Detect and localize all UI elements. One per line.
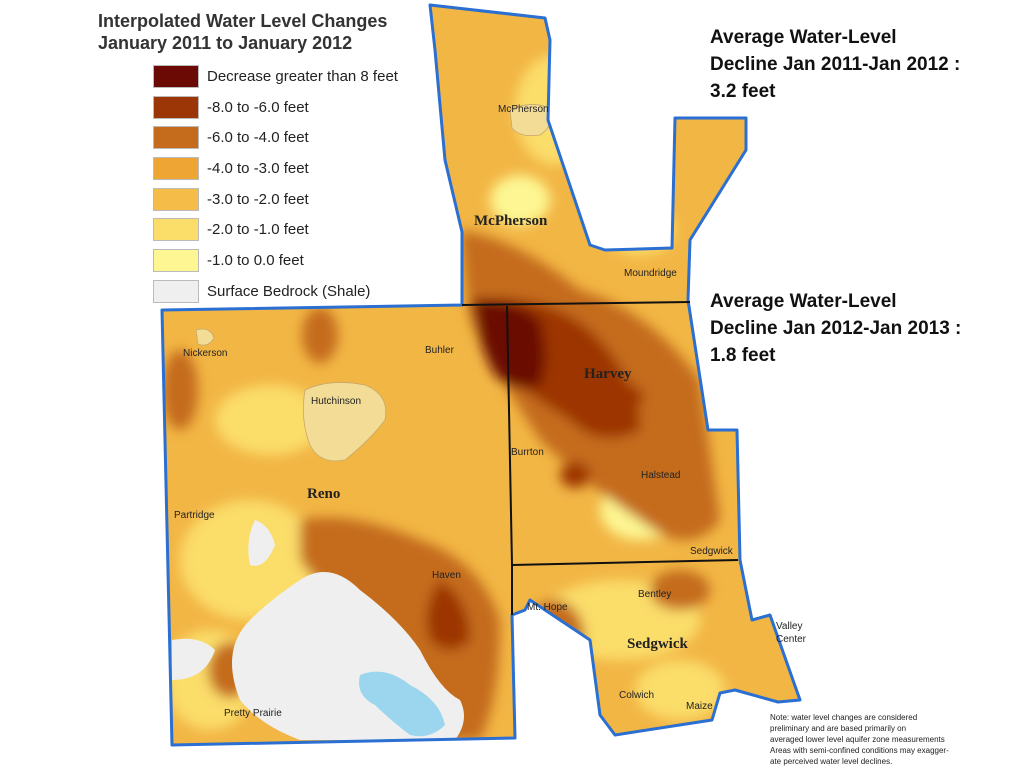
- zone-lightest: [490, 175, 550, 225]
- zone-darkest: [475, 299, 545, 389]
- town-label-nickerson: Nickerson: [183, 348, 227, 359]
- legend: Decrease greater than 8 feet -8.0 to -6.…: [153, 61, 398, 307]
- legend-swatch: [153, 218, 199, 242]
- town-label-partridge: Partridge: [174, 510, 215, 521]
- legend-item: -2.0 to -1.0 feet: [153, 214, 398, 245]
- zone-medium: [650, 570, 710, 610]
- town-label-bentley: Bentley: [638, 589, 671, 600]
- legend-swatch: [153, 95, 199, 119]
- county-label-mcpherson: McPherson: [474, 213, 548, 229]
- town-label-pretty-prairie: Pretty Prairie: [224, 708, 282, 719]
- town-label-haven: Haven: [432, 570, 461, 581]
- stat-line: Decline Jan 2012-Jan 2013 :: [710, 318, 962, 339]
- zone-dark: [623, 386, 643, 408]
- legend-item: -8.0 to -6.0 feet: [153, 92, 398, 123]
- county-label-harvey: Harvey: [584, 366, 632, 382]
- surface-bedrock: [248, 520, 275, 566]
- town-label-buhler: Buhler: [425, 345, 455, 356]
- town-label-sedgwick: Sedgwick: [690, 546, 734, 557]
- legend-label: -3.0 to -2.0 feet: [207, 190, 309, 208]
- note-line: averaged lower level aquifer zone measur…: [770, 735, 945, 744]
- map-title: Interpolated Water Level Changes January…: [98, 10, 387, 54]
- note-line: Areas with semi-confined conditions may …: [770, 746, 949, 755]
- legend-item: -4.0 to -3.0 feet: [153, 153, 398, 184]
- legend-swatch: [153, 126, 199, 150]
- hutchinson-urban-area: [302, 382, 387, 462]
- legend-item: -1.0 to 0.0 feet: [153, 245, 398, 276]
- legend-label: -4.0 to -3.0 feet: [207, 159, 309, 177]
- zone-light: [635, 660, 725, 720]
- stat-2011-2012: Average Water-Level Decline Jan 2011-Jan…: [710, 24, 960, 105]
- town-label-valley-center-line-2: Center: [776, 634, 807, 645]
- zone-dark: [426, 580, 470, 650]
- legend-item: -3.0 to -2.0 feet: [153, 184, 398, 215]
- stat-line: Average Water-Level: [710, 291, 897, 312]
- water-level-surface: [162, 5, 800, 745]
- zone-light: [215, 385, 325, 455]
- town-label-hutchinson: Hutchinson: [311, 396, 361, 407]
- surface-bedrock: [172, 638, 215, 680]
- stat-line: Decline Jan 2011-Jan 2012 :: [710, 54, 961, 75]
- legend-item: Surface Bedrock (Shale): [153, 276, 398, 307]
- note-line: ate perceived water level declines.: [770, 757, 893, 766]
- legend-swatch: [153, 187, 199, 211]
- legend-swatch: [153, 64, 199, 88]
- legend-item: Decrease greater than 8 feet: [153, 61, 398, 92]
- town-label-maize: Maize: [686, 701, 713, 712]
- nickerson-urban-area: [195, 328, 215, 346]
- legend-label: -8.0 to -6.0 feet: [207, 98, 309, 116]
- zone-dark: [560, 462, 590, 488]
- map-title-line-2: January 2011 to January 2012: [98, 33, 353, 53]
- county-label-reno: Reno: [307, 486, 340, 502]
- town-label-moundridge: Moundridge: [624, 268, 677, 279]
- county-line-reno-harvey: [506, 305, 513, 566]
- region-boundary: [160, 3, 802, 747]
- legend-label: Surface Bedrock (Shale): [207, 282, 371, 300]
- town-label-valley-center-line-1: Valley: [776, 621, 803, 632]
- stat-line: 1.8 feet: [710, 345, 776, 366]
- county-label-sedgwick: Sedgwick: [627, 636, 689, 652]
- note-line: Note: water level changes are considered: [770, 713, 918, 722]
- legend-swatch: [153, 248, 199, 272]
- legend-item: -6.0 to -4.0 feet: [153, 122, 398, 153]
- legend-label: -1.0 to 0.0 feet: [207, 251, 304, 269]
- map-note: Note: water level changes are considered…: [770, 712, 1005, 767]
- legend-label: -2.0 to -1.0 feet: [207, 221, 309, 239]
- town-label-mt-hope: Mt. Hope: [527, 602, 568, 613]
- town-label-burrton: Burrton: [511, 447, 544, 458]
- county-line-mcpherson-harvey: [461, 301, 691, 306]
- legend-label: Decrease greater than 8 feet: [207, 67, 398, 85]
- note-line: preliminary and are based primarily on: [770, 724, 907, 733]
- stat-line: Average Water-Level: [710, 27, 897, 48]
- reservoir: [359, 671, 445, 737]
- town-label-halstead: Halstead: [641, 470, 680, 481]
- county-line-harvey-sedgwick: [511, 559, 739, 566]
- legend-swatch: [153, 156, 199, 180]
- map-title-line-1: Interpolated Water Level Changes: [98, 11, 388, 31]
- legend-label: -6.0 to -4.0 feet: [207, 129, 309, 147]
- stat-2012-2013: Average Water-Level Decline Jan 2012-Jan…: [710, 288, 961, 369]
- legend-swatch: [153, 279, 199, 303]
- town-label-colwich: Colwich: [619, 690, 654, 701]
- zone-medium: [162, 350, 198, 430]
- zone-medium: [302, 307, 338, 363]
- stat-line: 3.2 feet: [710, 81, 776, 102]
- town-label-mcpherson: McPherson: [498, 104, 549, 115]
